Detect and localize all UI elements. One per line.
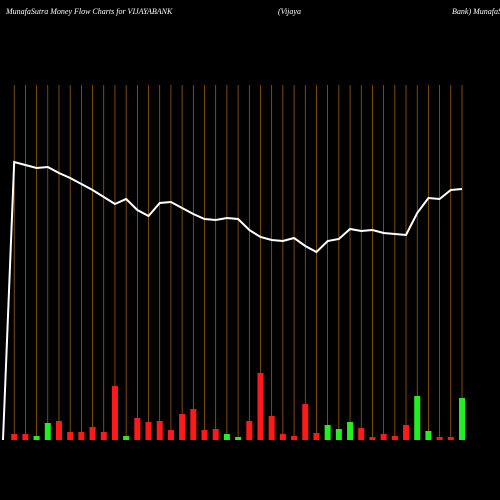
bar bbox=[78, 432, 85, 440]
bar bbox=[44, 423, 51, 440]
bar bbox=[100, 432, 107, 440]
bar bbox=[403, 425, 410, 440]
chart-title: Bank) MunafaS bbox=[452, 7, 500, 16]
bar bbox=[347, 422, 354, 440]
bar bbox=[190, 409, 197, 440]
bar bbox=[156, 421, 163, 440]
bar bbox=[279, 434, 286, 440]
bar bbox=[212, 429, 219, 440]
bar bbox=[391, 436, 398, 440]
bar bbox=[414, 396, 421, 440]
bar bbox=[358, 428, 365, 440]
bar bbox=[145, 422, 152, 440]
bar bbox=[11, 434, 18, 440]
bar bbox=[324, 425, 331, 440]
chart-title: MunafaSutra Money Flow Charts for VIJAYA… bbox=[5, 7, 173, 16]
bar bbox=[436, 437, 443, 440]
bar bbox=[55, 421, 62, 440]
chart-title: (Vijaya bbox=[278, 7, 301, 16]
bar bbox=[167, 430, 174, 440]
bar bbox=[201, 430, 208, 440]
bar bbox=[123, 436, 130, 440]
bar bbox=[425, 431, 432, 440]
bar bbox=[291, 436, 298, 440]
bar bbox=[67, 432, 74, 440]
bar bbox=[134, 418, 141, 440]
bar bbox=[447, 437, 454, 440]
bar bbox=[369, 437, 376, 440]
bar bbox=[33, 436, 40, 440]
bar bbox=[302, 404, 309, 440]
bar bbox=[111, 386, 118, 440]
money-flow-line bbox=[2, 160, 463, 441]
bar bbox=[335, 429, 342, 440]
bar bbox=[246, 421, 253, 440]
bar bbox=[89, 427, 96, 440]
bar bbox=[459, 398, 465, 440]
bar bbox=[235, 437, 242, 440]
bar bbox=[223, 434, 230, 440]
bar bbox=[179, 414, 186, 440]
bar bbox=[268, 416, 275, 440]
bar bbox=[313, 433, 320, 440]
bar bbox=[380, 434, 387, 440]
bar bbox=[257, 373, 264, 440]
bar bbox=[22, 434, 29, 440]
